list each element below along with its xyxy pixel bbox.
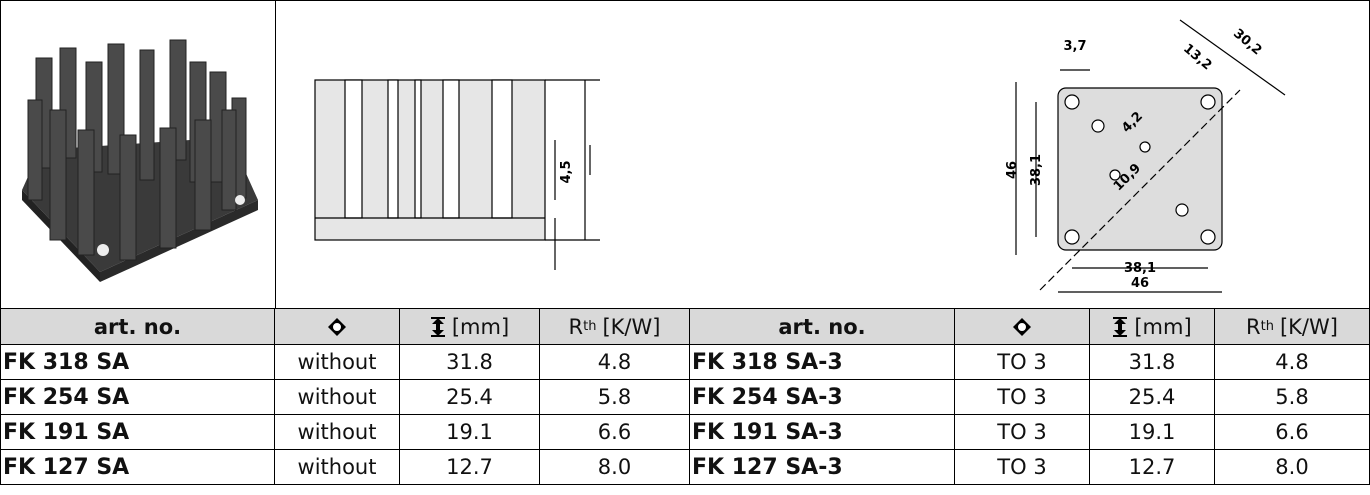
- dim-label: 4,5: [559, 160, 574, 183]
- text: without: [298, 420, 377, 444]
- text: R: [569, 315, 584, 339]
- table-cell: TO 3: [955, 380, 1090, 415]
- label: 30,2: [1230, 26, 1264, 58]
- header-cell: art. no.: [690, 309, 955, 345]
- hole-icon: [327, 317, 347, 337]
- text: 19.1: [1129, 420, 1176, 444]
- heatsink-photo: [22, 40, 258, 282]
- text: 31.8: [446, 350, 493, 374]
- table-cell: without: [275, 345, 400, 380]
- table-cell: 4.8: [540, 345, 690, 380]
- table-cell: 4.8: [1215, 345, 1370, 380]
- text: FK 318 SA: [3, 350, 129, 375]
- height-icon: [1112, 317, 1128, 337]
- header-cell: [275, 309, 400, 345]
- label: 13,2: [1180, 41, 1214, 73]
- label: 38,1: [1124, 261, 1156, 276]
- page: 4,5 3,7 13,2 30,2 4,2 46 38,1 10,9 38,1 …: [0, 0, 1370, 495]
- table-cell: 31.8: [400, 345, 540, 380]
- table-cell: FK 127 SA: [0, 450, 275, 485]
- text: 19.1: [446, 420, 493, 444]
- text: [mm]: [452, 315, 509, 339]
- table-cell: 25.4: [1090, 380, 1215, 415]
- text: [mm]: [1134, 315, 1191, 339]
- table-cell: 8.0: [1215, 450, 1370, 485]
- text: without: [298, 350, 377, 374]
- label: 38,1: [1029, 154, 1044, 186]
- table-cell: 5.8: [540, 380, 690, 415]
- height-icon: [430, 317, 446, 337]
- table-cell: 25.4: [400, 380, 540, 415]
- header-cell: [955, 309, 1090, 345]
- text: TO 3: [997, 385, 1046, 409]
- drawings: 4,5 3,7 13,2 30,2 4,2 46 38,1 10,9 38,1 …: [0, 0, 1370, 309]
- text: 4.8: [1275, 350, 1308, 374]
- text: 5.8: [1275, 385, 1308, 409]
- text: FK 254 SA: [3, 385, 129, 410]
- text: 4.8: [598, 350, 631, 374]
- text: FK 191 SA-3: [692, 420, 843, 445]
- table-cell: FK 318 SA: [0, 345, 275, 380]
- text: 6.6: [598, 420, 631, 444]
- text: 8.0: [598, 455, 631, 479]
- table-cell: TO 3: [955, 415, 1090, 450]
- table-cell: 8.0: [540, 450, 690, 485]
- text: FK 318 SA-3: [692, 350, 843, 375]
- text: without: [298, 455, 377, 479]
- table-cell: 6.6: [1215, 415, 1370, 450]
- text: [K/W]: [1280, 315, 1338, 339]
- text: R: [1246, 315, 1261, 339]
- table-cell: FK 127 SA-3: [690, 450, 955, 485]
- text: 12.7: [1129, 455, 1176, 479]
- label: 3,7: [1063, 39, 1086, 54]
- text: FK 191 SA: [3, 420, 129, 445]
- text: 6.6: [1275, 420, 1308, 444]
- text: FK 127 SA: [3, 455, 129, 480]
- text: TO 3: [997, 420, 1046, 444]
- table-cell: FK 254 SA: [0, 380, 275, 415]
- text: 5.8: [598, 385, 631, 409]
- table-cell: 12.7: [400, 450, 540, 485]
- text: th: [583, 319, 596, 334]
- header-cell: [mm]: [400, 309, 540, 345]
- header-cell: art. no.: [0, 309, 275, 345]
- hole-icon: [1012, 317, 1032, 337]
- text: [K/W]: [602, 315, 660, 339]
- table-cell: 5.8: [1215, 380, 1370, 415]
- text: th: [1261, 319, 1274, 334]
- header-cell: [mm]: [1090, 309, 1215, 345]
- table-cell: without: [275, 380, 400, 415]
- table-cell: FK 191 SA: [0, 415, 275, 450]
- text: TO 3: [997, 455, 1046, 479]
- text: 8.0: [1275, 455, 1308, 479]
- table-cell: without: [275, 415, 400, 450]
- text: 12.7: [446, 455, 493, 479]
- table-cell: TO 3: [955, 345, 1090, 380]
- text: without: [298, 385, 377, 409]
- table-cell: FK 318 SA-3: [690, 345, 955, 380]
- text: art. no.: [94, 315, 181, 339]
- table-cell: FK 191 SA-3: [690, 415, 955, 450]
- table-cell: TO 3: [955, 450, 1090, 485]
- table-cell: 31.8: [1090, 345, 1215, 380]
- label: 46: [1005, 161, 1020, 179]
- text: FK 127 SA-3: [692, 455, 843, 480]
- top-view: [1016, 20, 1285, 292]
- text: 25.4: [1129, 385, 1176, 409]
- text: TO 3: [997, 350, 1046, 374]
- table-cell: 19.1: [400, 415, 540, 450]
- label: 46: [1131, 276, 1149, 291]
- table-cell: 12.7: [1090, 450, 1215, 485]
- table-cell: without: [275, 450, 400, 485]
- table-cell: FK 254 SA-3: [690, 380, 955, 415]
- table-cell: 19.1: [1090, 415, 1215, 450]
- text: 31.8: [1129, 350, 1176, 374]
- side-view: [315, 80, 600, 270]
- text: art. no.: [778, 315, 865, 339]
- text: 25.4: [446, 385, 493, 409]
- text: FK 254 SA-3: [692, 385, 843, 410]
- table-cell: 6.6: [540, 415, 690, 450]
